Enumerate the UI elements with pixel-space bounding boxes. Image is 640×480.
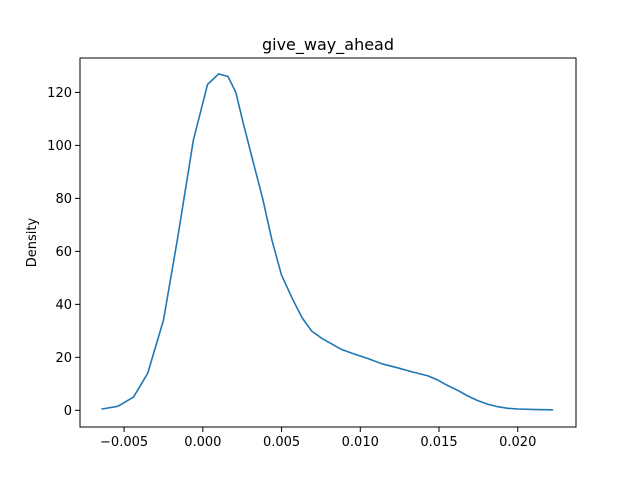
axes-frame: [79, 57, 577, 428]
x-tick-label: −0.005: [100, 435, 148, 450]
x-tick-label: 0.020: [499, 435, 536, 450]
x-tick-label: 0.010: [342, 435, 379, 450]
x-tick-label: 0.015: [420, 435, 457, 450]
y-tick-label: 40: [55, 298, 72, 313]
y-axis-title: Density: [25, 217, 40, 267]
y-tick-label: 0: [64, 404, 72, 419]
y-tick-label: 20: [55, 351, 72, 366]
y-tick-label: 120: [47, 86, 72, 101]
y-tick-label: 100: [47, 139, 72, 154]
chart-title: give_way_ahead: [262, 35, 394, 55]
x-tick-label: 0.005: [263, 435, 300, 450]
plot-area: −0.005 0.000 0.005 0.010 0.015 0.020 0 20 40 60 80…: [47, 57, 577, 450]
density-line: [101, 73, 554, 411]
y-tick-label: 60: [55, 245, 72, 260]
y-tick-label: 80: [55, 192, 72, 207]
x-tick-label: 0.000: [184, 435, 221, 450]
